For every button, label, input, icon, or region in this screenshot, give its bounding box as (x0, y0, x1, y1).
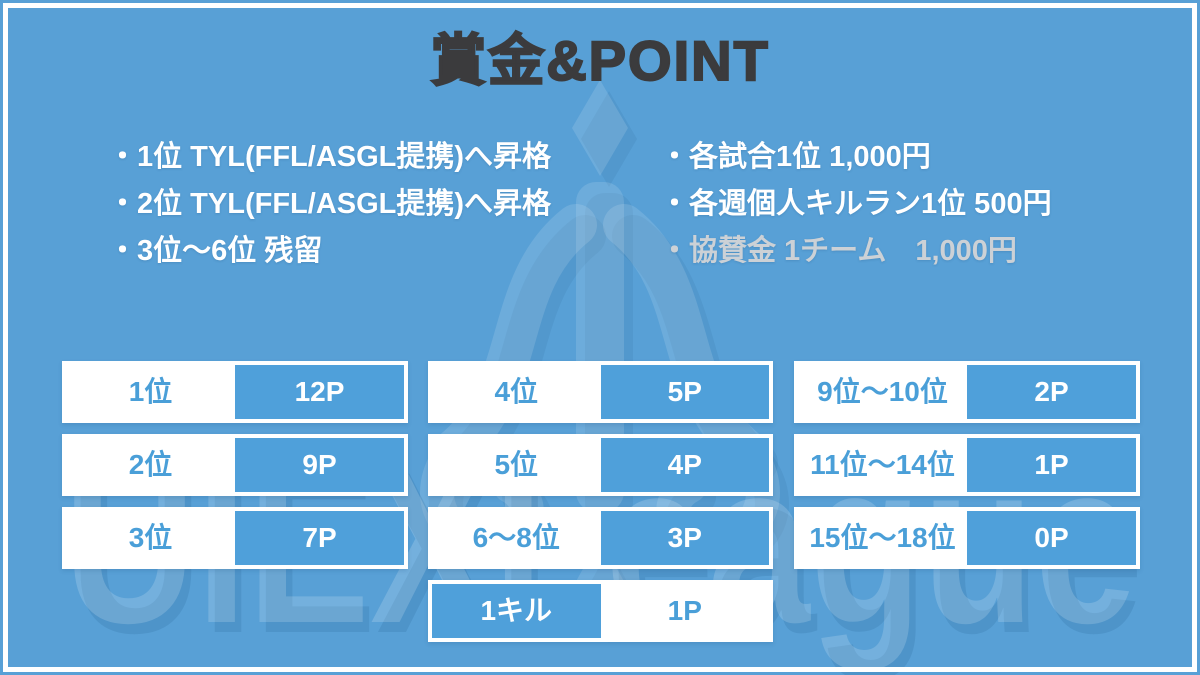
note-promotion-2nd: ・2位 TYL(FFL/ASGL提携)へ昇格 (108, 188, 552, 220)
note-sponsor-fee: ・協賛金 1チーム 1,000円 (660, 235, 1017, 267)
prize-notes-list: ・各試合1位 1,000円 ・各週個人キルラン1位 500円 ・協賛金 1チーム… (660, 134, 1052, 275)
point-row-rank11-14: 11位〜14位 1P (794, 434, 1140, 496)
point-row-rank9-10: 9位〜10位 2P (794, 361, 1140, 423)
rank-cell: 3位 (66, 511, 235, 565)
point-row-rank15-18: 15位〜18位 0P (794, 507, 1140, 569)
points-cell: 2P (967, 365, 1136, 419)
points-table-col1: 1位 12P 2位 9P 3位 7P (62, 361, 408, 569)
kill-points-cell: 1P (600, 584, 769, 638)
point-row-rank3: 3位 7P (62, 507, 408, 569)
points-cell: 4P (600, 438, 769, 492)
point-row-rank4: 4位 5P (428, 361, 773, 423)
points-cell: 1P (967, 438, 1136, 492)
promotion-notes-list: ・1位 TYL(FFL/ASGL提携)へ昇格 ・2位 TYL(FFL/ASGL提… (108, 134, 551, 275)
note-promotion-1st: ・1位 TYL(FFL/ASGL提携)へ昇格 (108, 141, 552, 173)
rank-cell: 4位 (432, 365, 601, 419)
point-row-rank5: 5位 4P (428, 434, 773, 496)
points-cell: 3P (600, 511, 769, 565)
points-table-col2: 4位 5P 5位 4P 6〜8位 3P 1キル 1P (428, 361, 773, 642)
rank-cell: 6〜8位 (432, 511, 601, 565)
rank-cell: 11位〜14位 (798, 438, 967, 492)
points-cell: 5P (600, 365, 769, 419)
rank-cell: 5位 (432, 438, 601, 492)
point-row-kill: 1キル 1P (428, 580, 773, 642)
points-cell: 0P (967, 511, 1136, 565)
note-remain-3rd-6th: ・3位〜6位 残留 (108, 235, 323, 267)
point-row-rank1: 1位 12P (62, 361, 408, 423)
points-cell: 12P (235, 365, 404, 419)
rank-cell: 9位〜10位 (798, 365, 967, 419)
note-match-winner-prize: ・各試合1位 1,000円 (660, 141, 931, 173)
points-table-col3: 9位〜10位 2P 11位〜14位 1P 15位〜18位 0P (794, 361, 1140, 569)
rank-cell: 2位 (66, 438, 235, 492)
point-row-rank2: 2位 9P (62, 434, 408, 496)
page-title: 賞金&POINT (429, 28, 770, 93)
rank-cell: 1位 (66, 365, 235, 419)
points-cell: 7P (235, 511, 404, 565)
kill-label-cell: 1キル (432, 584, 601, 638)
point-row-rank6-8: 6〜8位 3P (428, 507, 773, 569)
rank-cell: 15位〜18位 (798, 511, 967, 565)
points-cell: 9P (235, 438, 404, 492)
note-killrank-prize: ・各週個人キルラン1位 500円 (660, 188, 1052, 220)
